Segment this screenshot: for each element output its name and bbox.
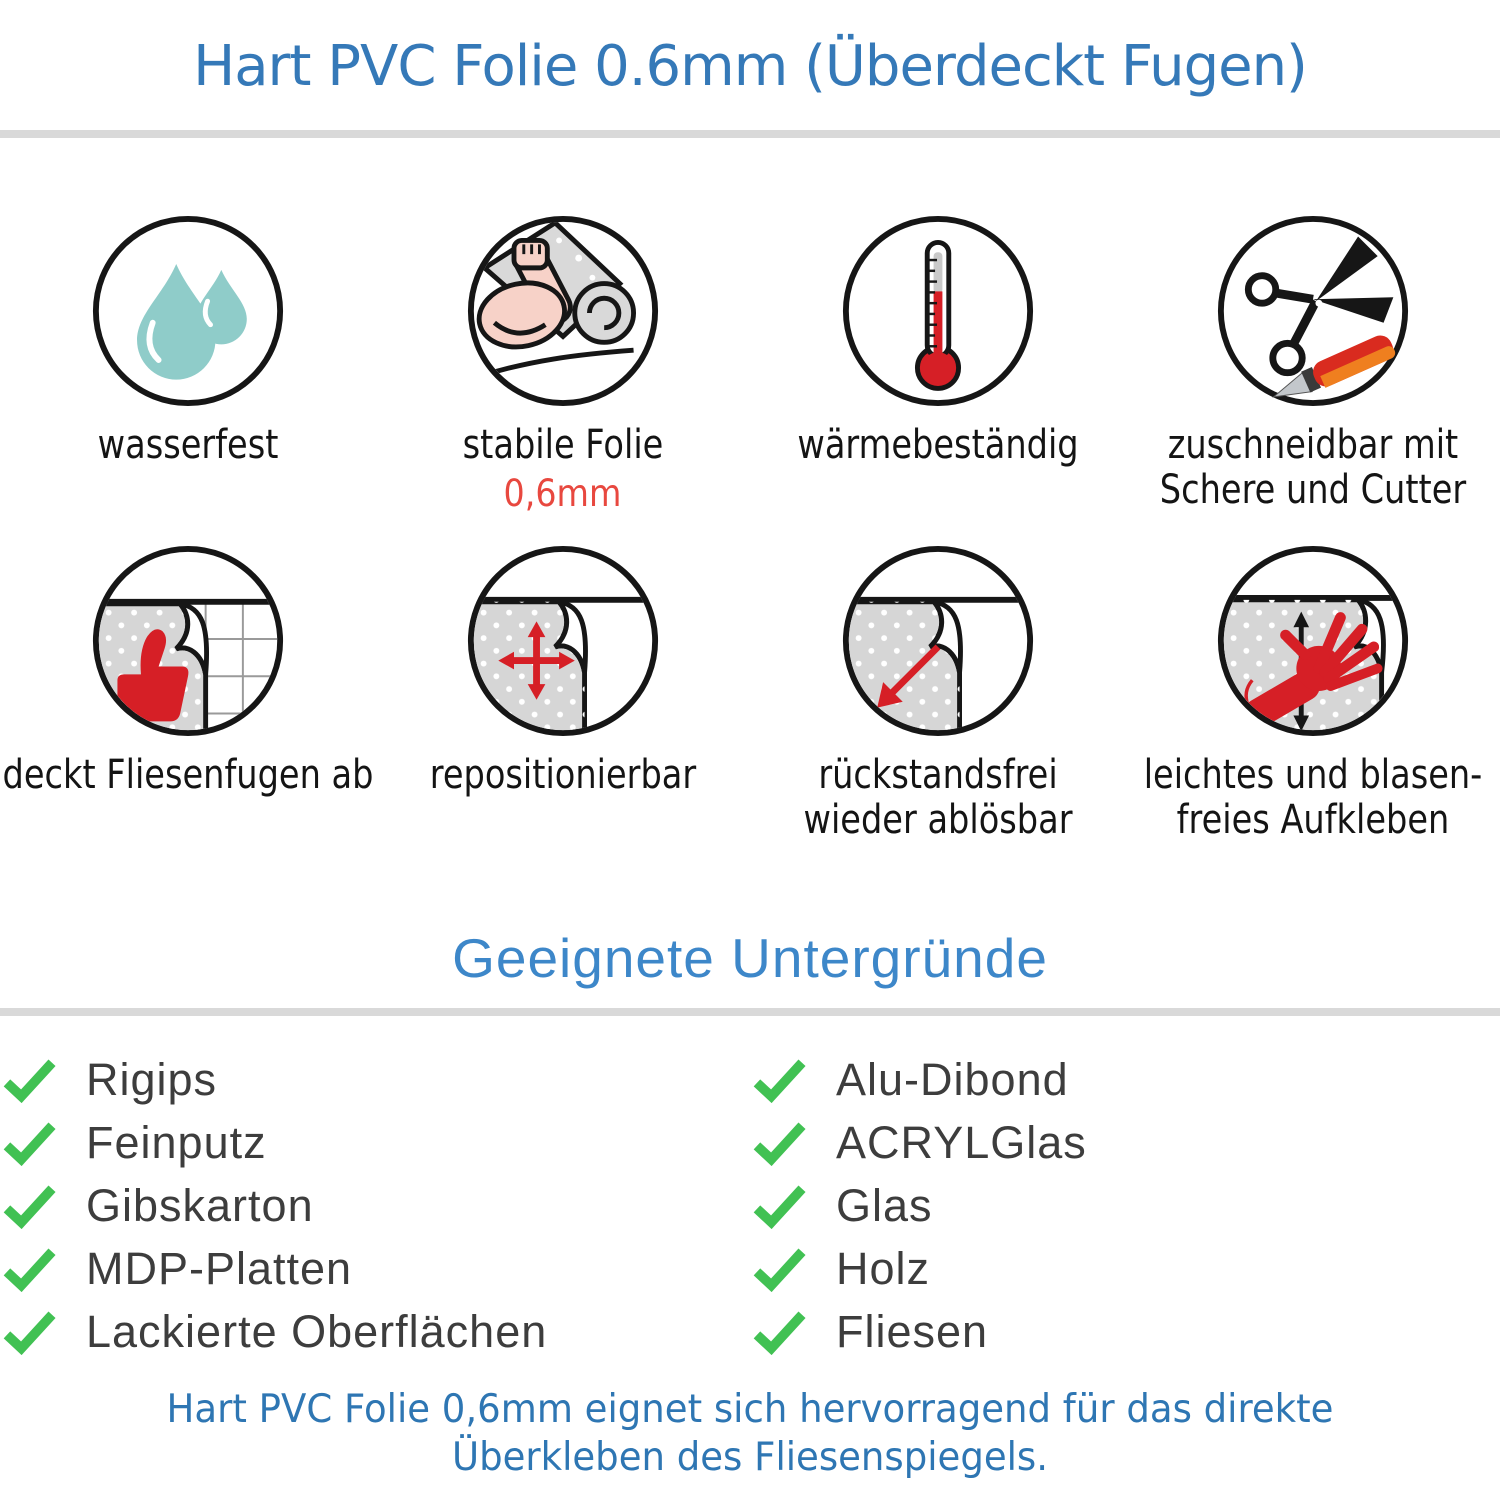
check-icon: [753, 1248, 806, 1292]
substrate-label: Glas: [836, 1179, 933, 1231]
section-title: Geeignete Untergründe: [452, 927, 1048, 989]
check-icon: [753, 1185, 806, 1229]
feature-caption: leichtes und blasen- freies Aufkleben: [1143, 752, 1482, 844]
check-icon: [3, 1185, 56, 1229]
check-icon: [3, 1248, 56, 1292]
feature-caption: stabile Folie: [462, 422, 663, 468]
feature-caption: deckt Fliesenfugen ab: [2, 752, 373, 798]
substrate-item: Rigips: [0, 1048, 750, 1111]
feature-waermebestaendig: wärmebeständig: [750, 213, 1125, 515]
feature-caption: zuschneidbar mit Schere und Cutter: [1159, 422, 1466, 514]
footer-note: Hart PVC Folie 0,6mm eignet sich hervorr…: [166, 1387, 1334, 1480]
feature-caption: rückstandsfrei wieder ablösbar: [802, 752, 1073, 844]
check-icon: [3, 1059, 56, 1103]
substrate-item: Fliesen: [750, 1300, 1500, 1363]
substrate-item: MDP-Platten: [0, 1237, 750, 1300]
divider-bar-bottom: [0, 1008, 1500, 1016]
check-icon: [753, 1122, 806, 1166]
feature-grid-row-1: wasserfest s: [0, 213, 1500, 515]
substrate-item: Holz: [750, 1237, 1500, 1300]
feature-zuschneidbar: zuschneidbar mit Schere und Cutter: [1125, 213, 1500, 515]
substrate-label: Alu-Dibond: [836, 1053, 1069, 1105]
page-title: Hart PVC Folie 0.6mm (Überdeckt Fugen): [193, 34, 1308, 99]
feature-caption: wasserfest: [97, 422, 278, 468]
substrate-item: Lackierte Oberflächen: [0, 1300, 750, 1363]
feature-grid-row-2: deckt Fliesenfugen ab: [0, 543, 1500, 843]
substrate-item: Feinputz: [0, 1111, 750, 1174]
divider-bar-top: [0, 130, 1500, 138]
substrate-item: Alu-Dibond: [750, 1048, 1500, 1111]
move-arrows-icon: [467, 545, 658, 737]
substrate-label: MDP-Platten: [86, 1242, 353, 1294]
water-drops-icon: [92, 215, 283, 407]
check-icon: [3, 1122, 56, 1166]
feature-caption: repositionierbar: [429, 752, 696, 798]
feature-rueckstandsfrei: rückstandsfrei wieder ablösbar: [750, 543, 1125, 843]
substrate-label: Feinputz: [86, 1116, 267, 1168]
substrate-label: ACRYLGlas: [836, 1116, 1087, 1168]
substrate-label: Rigips: [86, 1053, 218, 1105]
substrate-item: Glas: [750, 1174, 1500, 1237]
muscle-foil-icon: [467, 215, 658, 407]
thumbs-up-tiles-icon: [92, 545, 283, 737]
feature-repositionierbar: repositionierbar: [375, 543, 750, 843]
substrates-list-left: Rigips Feinputz Gibskarton MDP-Platten L…: [0, 1048, 750, 1363]
feature-deckt-fugen: deckt Fliesenfugen ab: [0, 543, 375, 843]
thermometer-icon: [842, 215, 1033, 407]
hand-smoothing-icon: [1217, 545, 1408, 737]
feature-caption: wärmebeständig: [796, 422, 1079, 468]
check-icon: [753, 1059, 806, 1103]
substrate-label: Gibskarton: [86, 1179, 314, 1231]
substrate-item: ACRYLGlas: [750, 1111, 1500, 1174]
feature-blasenfrei: leichtes und blasen- freies Aufkleben: [1125, 543, 1500, 843]
check-icon: [753, 1311, 806, 1355]
feature-wasserfest: wasserfest: [0, 213, 375, 515]
substrate-label: Fliesen: [836, 1305, 989, 1357]
scissors-cutter-icon: [1217, 215, 1408, 407]
substrate-label: Lackierte Oberflächen: [86, 1305, 548, 1357]
substrates-section: Rigips Feinputz Gibskarton MDP-Platten L…: [0, 1048, 1500, 1363]
feature-sub-caption: 0,6mm: [503, 472, 622, 516]
peel-arrow-icon: [842, 545, 1033, 737]
substrate-label: Holz: [836, 1242, 931, 1294]
substrate-item: Gibskarton: [0, 1174, 750, 1237]
substrates-list-right: Alu-Dibond ACRYLGlas Glas Holz Fliesen: [750, 1048, 1500, 1363]
check-icon: [3, 1311, 56, 1355]
feature-stabile-folie: stabile Folie 0,6mm: [375, 213, 750, 515]
